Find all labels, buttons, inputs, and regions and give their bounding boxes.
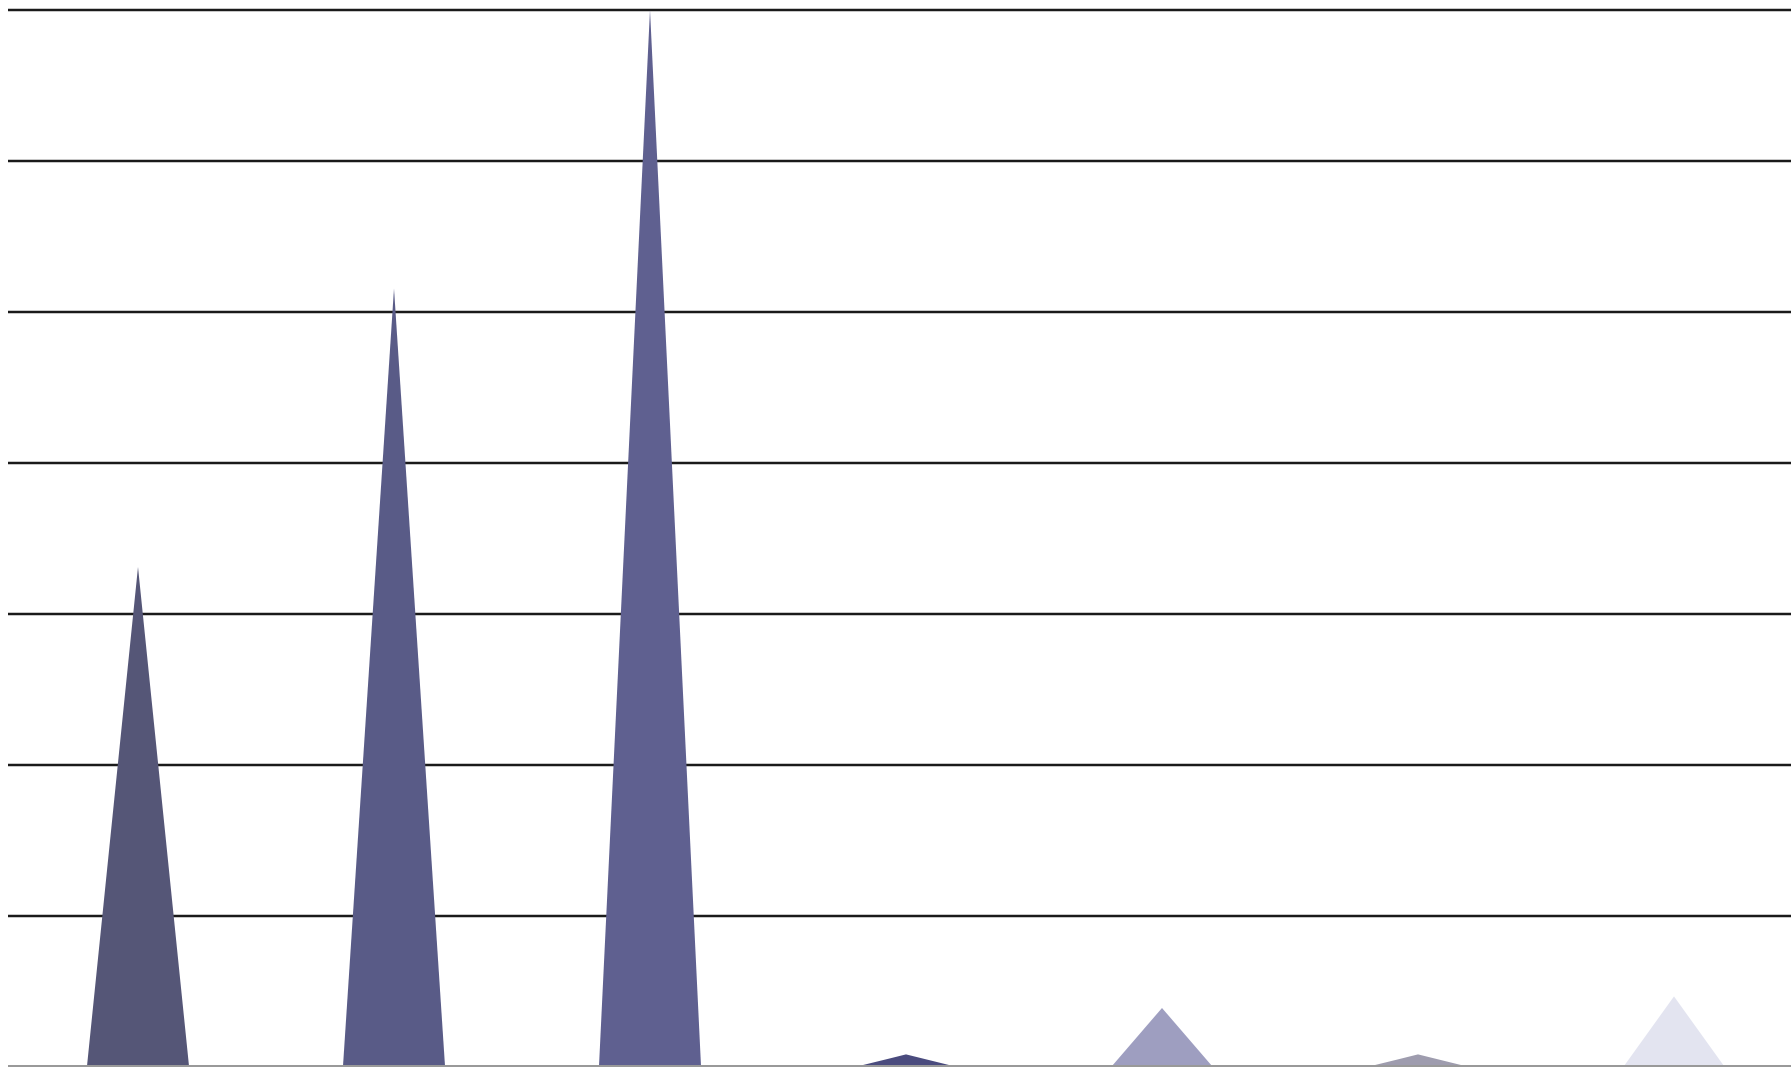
spike-mark <box>87 567 189 1066</box>
spike-mark <box>1624 996 1724 1066</box>
gridlines <box>8 8 1791 918</box>
spike-mark <box>599 10 701 1066</box>
spikes <box>87 10 1724 1066</box>
spike-mark <box>343 288 445 1066</box>
spike-mark <box>859 1054 953 1066</box>
spike-mark <box>1371 1054 1465 1066</box>
spike-mark <box>1112 1007 1212 1066</box>
